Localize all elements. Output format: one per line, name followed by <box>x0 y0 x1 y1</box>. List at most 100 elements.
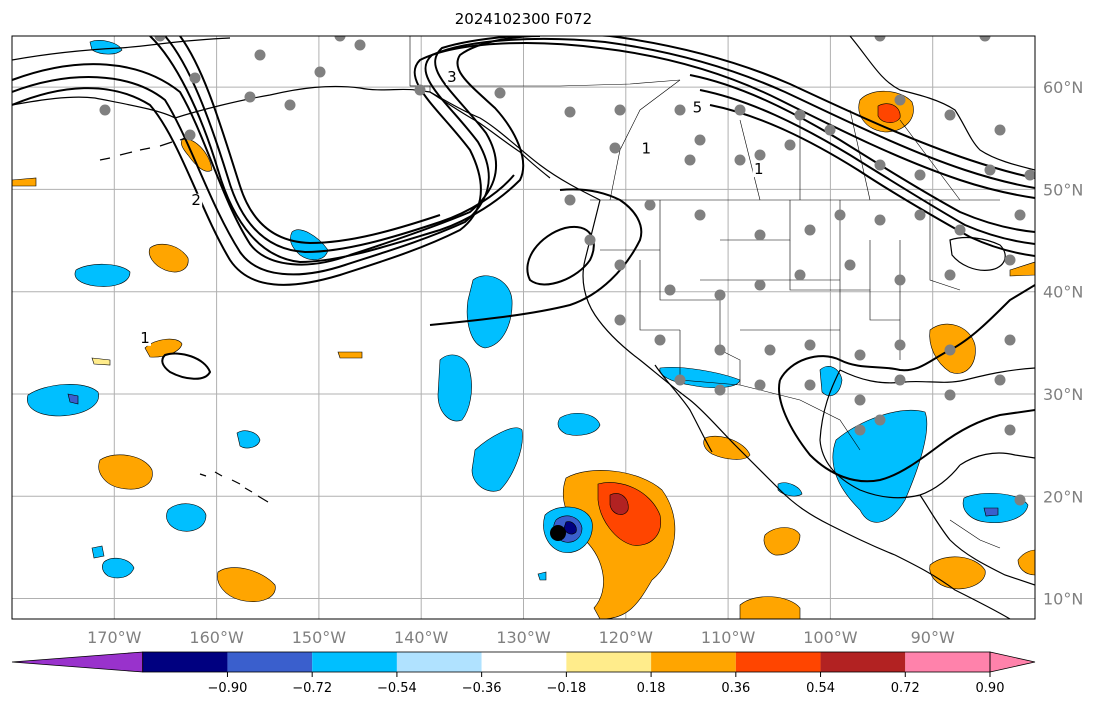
colorbar-segment <box>820 652 906 672</box>
station-marker <box>654 334 666 346</box>
colorbar-tick-label: 0.90 <box>976 681 1005 696</box>
station-marker <box>664 284 676 296</box>
station-marker <box>894 339 906 351</box>
station-marker <box>684 154 696 166</box>
negative-anomaly-region <box>102 557 135 579</box>
negative-anomaly-region <box>27 384 99 417</box>
longitude-labels: 170°W 160°W 150°W 140°W 130°W 120°W 110°W 100°W… <box>87 628 955 647</box>
station-marker <box>754 229 766 241</box>
station-marker <box>914 209 926 221</box>
contour-label-background <box>752 163 765 178</box>
station-marker <box>644 199 656 211</box>
station-marker <box>994 374 1006 386</box>
station-marker <box>894 274 906 286</box>
negative-anomaly-core <box>67 393 79 405</box>
colorbar-labels: −0.90 −0.72 −0.54 −0.36 −0.18 0.18 0.36 0.54 0.7… <box>208 672 1005 696</box>
great-lakes <box>949 236 1006 271</box>
negative-anomaly-region <box>537 571 547 581</box>
map-frame <box>11 35 1036 620</box>
station-marker <box>674 374 686 386</box>
colorbar <box>11 651 1036 673</box>
station-marker <box>714 344 726 356</box>
station-marker <box>824 124 836 136</box>
positive-anomaly-region <box>739 596 801 619</box>
station-marker <box>1004 254 1016 266</box>
negative-anomaly-region <box>437 354 472 422</box>
colorbar-tick-label: −0.72 <box>292 681 332 696</box>
colorbar-segment <box>651 652 736 672</box>
station-marker <box>944 389 956 401</box>
longitude-label: 110°W <box>701 628 756 647</box>
station-marker <box>154 36 166 42</box>
positive-anomaly-region <box>337 351 363 359</box>
latitude-label: 10°N <box>1043 590 1083 609</box>
station-marker <box>754 379 766 391</box>
station-marker <box>609 142 621 154</box>
positive-anomaly-region <box>98 454 153 490</box>
colorbar-tick-label: 0.18 <box>637 681 666 696</box>
positive-anomaly-region <box>703 435 751 460</box>
contour-label: 3 <box>447 68 457 86</box>
contour-label-background <box>691 101 704 116</box>
longitude-label: 130°W <box>496 628 551 647</box>
north-america-west-coast <box>582 199 1011 619</box>
latitude-label: 60°N <box>1043 78 1083 97</box>
latitude-label: 30°N <box>1043 385 1083 404</box>
colorbar-tick-label: −0.36 <box>462 681 502 696</box>
colorbar-segment <box>905 652 990 672</box>
contour-line <box>429 188 643 326</box>
station-marker <box>804 379 816 391</box>
contour-line <box>149 36 541 264</box>
contour-line <box>778 379 1035 483</box>
station-marker <box>674 104 686 116</box>
latitude-label: 40°N <box>1043 283 1083 302</box>
contour-label-background <box>445 71 458 86</box>
contour-label-background <box>190 193 203 208</box>
contour-line <box>12 36 1035 266</box>
station-marker <box>804 224 816 236</box>
positive-anomaly-region <box>1009 261 1035 277</box>
station-marker <box>1004 334 1016 346</box>
station-marker <box>564 106 576 118</box>
station-marker <box>334 36 346 42</box>
colorbar-segment <box>566 652 652 672</box>
contour-line <box>699 89 1035 245</box>
longitude-label: 160°W <box>189 628 244 647</box>
negative-anomaly-region <box>236 430 261 449</box>
station-marker <box>99 104 111 116</box>
station-marker <box>834 209 846 221</box>
colorbar-extension-low <box>11 651 144 673</box>
station-marker <box>494 87 506 99</box>
station-marker <box>734 104 746 116</box>
anomaly-shading <box>12 40 1035 619</box>
station-marker <box>984 164 996 176</box>
hudson-bay-coast <box>849 36 1035 171</box>
contour-label: 1 <box>754 160 764 178</box>
bc-alaska-panhandle <box>429 91 551 179</box>
colorbar-tick-label: 0.72 <box>891 681 920 696</box>
station-marker <box>314 66 326 78</box>
negative-anomaly-region <box>819 366 843 396</box>
station-marker <box>614 314 626 326</box>
colorbar-segment <box>481 652 567 672</box>
contour-line <box>526 225 595 286</box>
latitude-labels: 10°N 20°N 30°N 40°N 50°N 60°N <box>1043 78 1083 608</box>
station-marker <box>1004 424 1016 436</box>
station-marker <box>564 194 576 206</box>
station-marker <box>184 129 196 141</box>
colorbar-tick-label: 0.54 <box>806 681 835 696</box>
contour-line <box>179 36 441 245</box>
station-marker <box>944 269 956 281</box>
station-marker <box>1014 494 1026 506</box>
longitude-label: 100°W <box>803 628 858 647</box>
colorbar-extension-high <box>989 651 1036 673</box>
colorbar-tick-label: −0.54 <box>377 681 417 696</box>
colorbar-segment <box>142 652 228 672</box>
contour-lines <box>12 36 1035 483</box>
colorbar-tick-label: −0.90 <box>208 681 248 696</box>
contour-labels: 2 3 5 1 1 1 <box>138 68 765 347</box>
latitude-label: 50°N <box>1043 180 1083 199</box>
longitude-label: 150°W <box>292 628 347 647</box>
station-marker <box>874 214 886 226</box>
station-marker <box>914 169 926 181</box>
